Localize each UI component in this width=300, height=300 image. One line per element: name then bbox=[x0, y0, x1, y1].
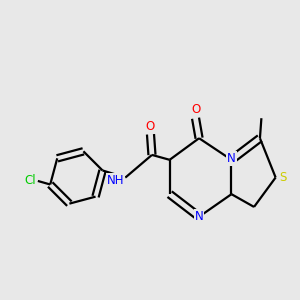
Text: O: O bbox=[146, 120, 155, 133]
Text: O: O bbox=[191, 103, 200, 116]
Text: Cl: Cl bbox=[24, 174, 35, 187]
Text: N: N bbox=[227, 152, 236, 165]
Text: N: N bbox=[195, 210, 203, 223]
Text: NH: NH bbox=[106, 174, 124, 187]
Text: S: S bbox=[279, 171, 287, 184]
